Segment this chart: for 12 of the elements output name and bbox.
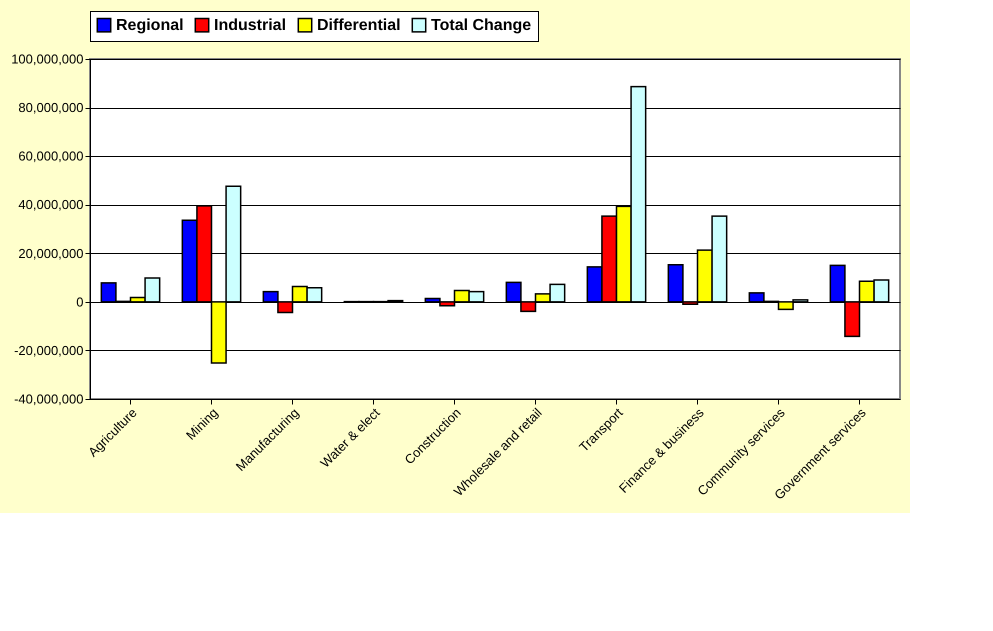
legend-label: Industrial xyxy=(214,17,286,34)
y-tick-label: -20,000,000 xyxy=(14,342,84,358)
legend-label: Total Change xyxy=(431,17,532,34)
y-tick-label: 0 xyxy=(76,294,84,310)
legend-label: Differential xyxy=(317,17,401,34)
y-tick-label: -40,000,000 xyxy=(14,392,84,406)
y-tick-label: 100,000,000 xyxy=(11,52,84,66)
y-tick-label: 40,000,000 xyxy=(18,197,84,212)
legend-label: Regional xyxy=(116,17,184,34)
y-tick-label: 60,000,000 xyxy=(18,148,84,164)
y-tick-label: 20,000,000 xyxy=(18,246,84,261)
y-tick-label: 80,000,000 xyxy=(18,100,84,116)
